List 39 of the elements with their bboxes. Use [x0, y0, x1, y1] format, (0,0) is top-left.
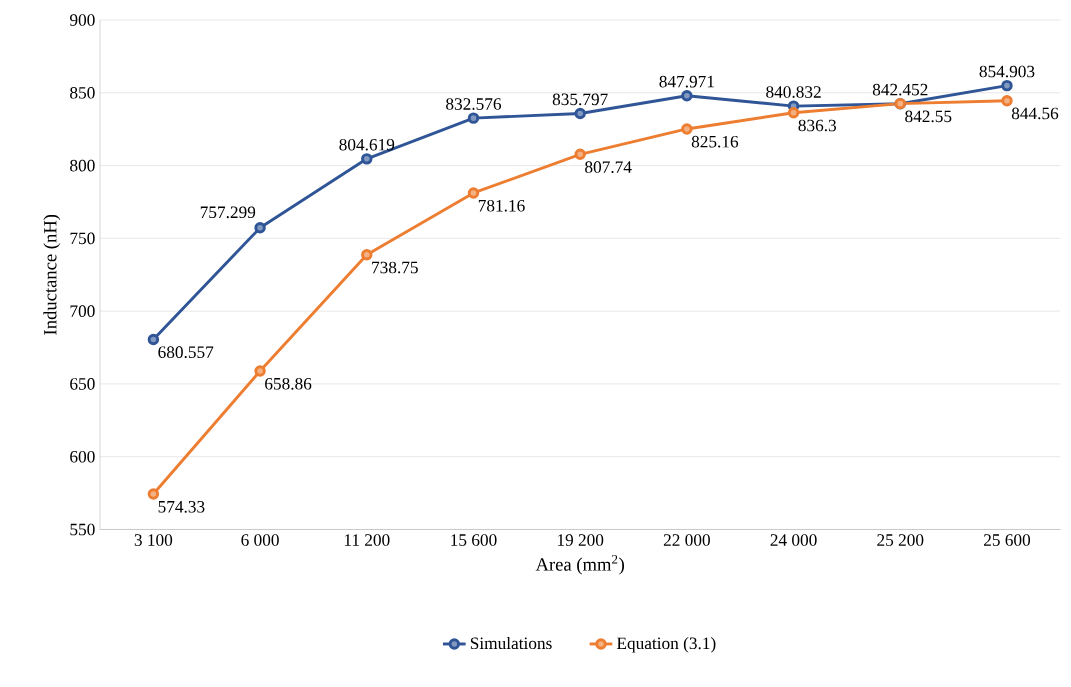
y-tick-label: 600	[70, 450, 95, 463]
y-tick-label: 650	[70, 378, 95, 390]
data-label: 840.832	[766, 86, 821, 98]
y-tick-label: 700	[70, 305, 95, 318]
y-tick-label: 800	[70, 159, 95, 172]
data-label: 781.16	[478, 199, 525, 212]
x-tick-label: 3 100	[134, 534, 173, 546]
x-tick-label: 11 200	[344, 534, 390, 546]
y-tick-label: 550	[70, 523, 95, 536]
data-label: 835.797	[552, 93, 608, 106]
x-tick-label: 6 000	[241, 534, 279, 546]
data-label: 804.619	[339, 138, 395, 151]
data-label: 658.86	[265, 378, 312, 390]
x-axis-title: Area (mm$^{2}$)	[535, 555, 625, 575]
data-label: 757.299	[200, 206, 256, 219]
legend-label: Simulations	[470, 637, 552, 650]
x-tick-label: 25 200	[877, 534, 924, 546]
data-label: 574.33	[158, 501, 205, 513]
x-tick-label: 15 600	[451, 534, 497, 546]
x-tick-label: 22 000	[663, 534, 710, 546]
data-label: 825.16	[691, 135, 739, 148]
x-tick-label: 24 000	[770, 534, 817, 546]
legend-label: Equation (3.1)	[616, 637, 716, 653]
data-label: 832.576	[446, 98, 502, 110]
data-label: 680.557	[158, 346, 214, 359]
y-tick-label: 900	[69, 14, 95, 26]
data-label: 844.56	[1011, 107, 1059, 120]
y-axis-title: Inductance (nH)	[43, 214, 61, 335]
data-label: 807.74	[585, 161, 632, 174]
y-tick-label: 850	[70, 87, 95, 99]
data-label: 836.3	[798, 119, 837, 132]
x-tick-label: 19 200	[557, 534, 604, 546]
data-label: 842.452	[872, 83, 928, 96]
x-tick-label: 25 600	[983, 534, 1031, 546]
data-label: 842.55	[905, 110, 952, 123]
data-label: 738.75	[372, 261, 418, 274]
data-label: 847.971	[659, 75, 714, 88]
y-tick-label: 750	[70, 232, 95, 245]
data-label: 854.903	[979, 65, 1035, 78]
